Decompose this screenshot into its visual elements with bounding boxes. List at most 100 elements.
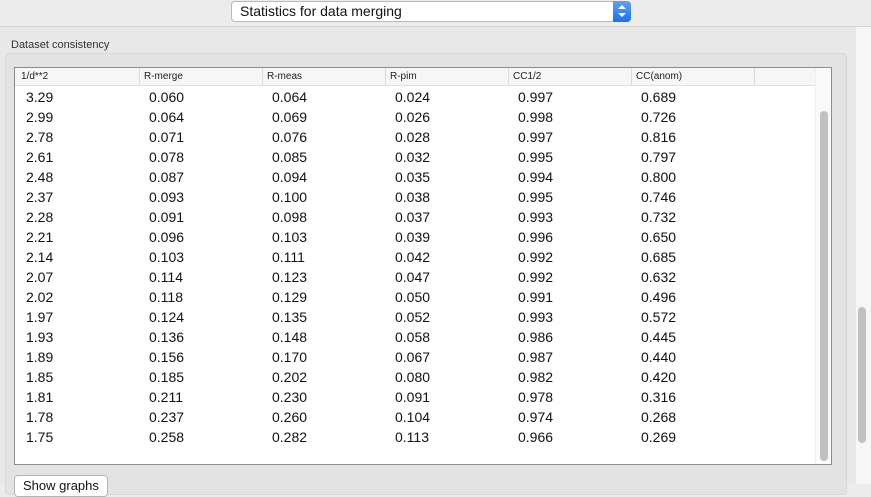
table-row[interactable]: 2.37 0.093 0.100 0.038 0.995 0.746 bbox=[15, 187, 815, 207]
table-cell: 0.995 bbox=[518, 149, 554, 165]
column-header[interactable]: CC1/2 bbox=[509, 68, 632, 85]
table-cell: 2.14 bbox=[26, 249, 54, 265]
chevron-up-icon bbox=[618, 5, 626, 9]
table-row[interactable]: 2.28 0.091 0.098 0.037 0.993 0.732 bbox=[15, 207, 815, 227]
table-cell: 0.078 bbox=[149, 149, 185, 165]
table-cell: 0.076 bbox=[272, 129, 308, 145]
table-cell: 0.035 bbox=[395, 169, 431, 185]
column-header[interactable]: R-meas bbox=[263, 68, 386, 85]
table-cell: 0.978 bbox=[518, 389, 554, 405]
table-cell: 0.230 bbox=[272, 389, 308, 405]
table-row[interactable]: 2.61 0.078 0.085 0.032 0.995 0.797 bbox=[15, 147, 815, 167]
column-header[interactable]: CC(anom) bbox=[632, 68, 755, 85]
table-row[interactable]: 2.14 0.103 0.111 0.042 0.992 0.685 bbox=[15, 247, 815, 267]
table-cell: 0.632 bbox=[641, 269, 677, 285]
table-row[interactable]: 3.29 0.060 0.064 0.024 0.997 0.689 bbox=[15, 87, 815, 107]
table-cell: 0.797 bbox=[641, 149, 677, 165]
table-cell: 0.260 bbox=[272, 409, 308, 425]
table-row[interactable]: 1.93 0.136 0.148 0.058 0.986 0.445 bbox=[15, 327, 815, 347]
table-cell: 0.992 bbox=[518, 249, 554, 265]
table-cell: 0.992 bbox=[518, 269, 554, 285]
table-cell: 0.124 bbox=[149, 309, 185, 325]
table-row[interactable]: 1.78 0.237 0.260 0.104 0.974 0.268 bbox=[15, 407, 815, 427]
table-row[interactable]: 2.78 0.071 0.076 0.028 0.997 0.816 bbox=[15, 127, 815, 147]
table-cell: 0.103 bbox=[272, 229, 308, 245]
page-scrollbar-thumb[interactable] bbox=[858, 307, 866, 443]
show-graphs-button[interactable]: Show graphs bbox=[14, 475, 108, 497]
column-header[interactable]: 1/d**2 bbox=[17, 68, 140, 85]
table-cell: 0.094 bbox=[272, 169, 308, 185]
table-cell: 1.78 bbox=[26, 409, 54, 425]
table-cell: 0.064 bbox=[272, 89, 308, 105]
table-row[interactable]: 1.97 0.124 0.135 0.052 0.993 0.572 bbox=[15, 307, 815, 327]
table-cell: 0.104 bbox=[395, 409, 431, 425]
table-cell: 0.982 bbox=[518, 369, 554, 385]
table-cell: 0.998 bbox=[518, 109, 554, 125]
table-cell: 0.032 bbox=[395, 149, 431, 165]
table-cell: 0.816 bbox=[641, 129, 677, 145]
table-row[interactable]: 1.85 0.185 0.202 0.080 0.982 0.420 bbox=[15, 367, 815, 387]
table-cell: 0.096 bbox=[149, 229, 185, 245]
table-cell: 0.103 bbox=[149, 249, 185, 265]
table-scrollbar-thumb[interactable] bbox=[820, 111, 828, 461]
table-cell: 0.237 bbox=[149, 409, 185, 425]
table-cell: 2.21 bbox=[26, 229, 54, 245]
column-header[interactable]: R-pim bbox=[386, 68, 509, 85]
table-cell: 0.038 bbox=[395, 189, 431, 205]
table-cell: 0.994 bbox=[518, 169, 554, 185]
table-cell: 0.685 bbox=[641, 249, 677, 265]
table-cell: 0.974 bbox=[518, 409, 554, 425]
table-cell: 0.258 bbox=[149, 429, 185, 445]
table-cell: 0.996 bbox=[518, 229, 554, 245]
table-cell: 0.052 bbox=[395, 309, 431, 325]
column-header[interactable]: R-merge bbox=[140, 68, 263, 85]
page-scrollbar[interactable] bbox=[856, 27, 871, 484]
table-cell: 1.89 bbox=[26, 349, 54, 365]
table-cell: 0.800 bbox=[641, 169, 677, 185]
table-cell: 2.48 bbox=[26, 169, 54, 185]
table-cell: 0.111 bbox=[272, 249, 305, 265]
table-cell: 0.093 bbox=[149, 189, 185, 205]
table-cell: 2.78 bbox=[26, 129, 54, 145]
table-row[interactable]: 2.48 0.087 0.094 0.035 0.994 0.800 bbox=[15, 167, 815, 187]
table-header: 1/d**2 R-merge R-meas R-pim CC1/2 CC(anom) bbox=[15, 68, 815, 86]
table-cell: 0.136 bbox=[149, 329, 185, 345]
table-cell: 0.445 bbox=[641, 329, 677, 345]
table-row[interactable]: 1.89 0.156 0.170 0.067 0.987 0.440 bbox=[15, 347, 815, 367]
table-cell: 0.689 bbox=[641, 89, 677, 105]
table-cell: 0.069 bbox=[272, 109, 308, 125]
table-cell: 0.050 bbox=[395, 289, 431, 305]
table-scrollbar[interactable] bbox=[815, 68, 831, 464]
view-selector-dropdown[interactable]: Statistics for data merging bbox=[231, 1, 631, 22]
table-cell: 0.067 bbox=[395, 349, 431, 365]
table-cell: 0.060 bbox=[149, 89, 185, 105]
table-cell: 0.042 bbox=[395, 249, 431, 265]
table-cell: 3.29 bbox=[26, 89, 54, 105]
table-cell: 0.113 bbox=[395, 429, 429, 445]
table-cell: 2.02 bbox=[26, 289, 54, 305]
table-cell: 0.650 bbox=[641, 229, 677, 245]
table-cell: 1.97 bbox=[26, 309, 54, 325]
table-cell: 0.993 bbox=[518, 309, 554, 325]
table-cell: 0.024 bbox=[395, 89, 431, 105]
table-cell: 0.098 bbox=[272, 209, 308, 225]
table-cell: 0.986 bbox=[518, 329, 554, 345]
table-row[interactable]: 2.99 0.064 0.069 0.026 0.998 0.726 bbox=[15, 107, 815, 127]
table-row[interactable]: 2.07 0.114 0.123 0.047 0.992 0.632 bbox=[15, 267, 815, 287]
table-cell: 0.269 bbox=[641, 429, 677, 445]
table-cell: 2.61 bbox=[26, 149, 54, 165]
group-title: Dataset consistency bbox=[11, 39, 110, 51]
table-row[interactable]: 2.21 0.096 0.103 0.039 0.996 0.650 bbox=[15, 227, 815, 247]
table-cell: 0.496 bbox=[641, 289, 677, 305]
view-selector-value: Statistics for data merging bbox=[240, 3, 402, 19]
table-row[interactable]: 2.02 0.118 0.129 0.050 0.991 0.496 bbox=[15, 287, 815, 307]
table-cell: 0.211 bbox=[149, 389, 183, 405]
table-cell: 0.037 bbox=[395, 209, 431, 225]
chevron-up-down-icon[interactable] bbox=[613, 1, 631, 22]
table-cell: 0.995 bbox=[518, 189, 554, 205]
table-cell: 0.026 bbox=[395, 109, 431, 125]
table-row[interactable]: 1.75 0.258 0.282 0.113 0.966 0.269 bbox=[15, 427, 815, 447]
table-row[interactable]: 1.81 0.211 0.230 0.091 0.978 0.316 bbox=[15, 387, 815, 407]
table-cell: 0.966 bbox=[518, 429, 554, 445]
table-cell: 2.28 bbox=[26, 209, 54, 225]
